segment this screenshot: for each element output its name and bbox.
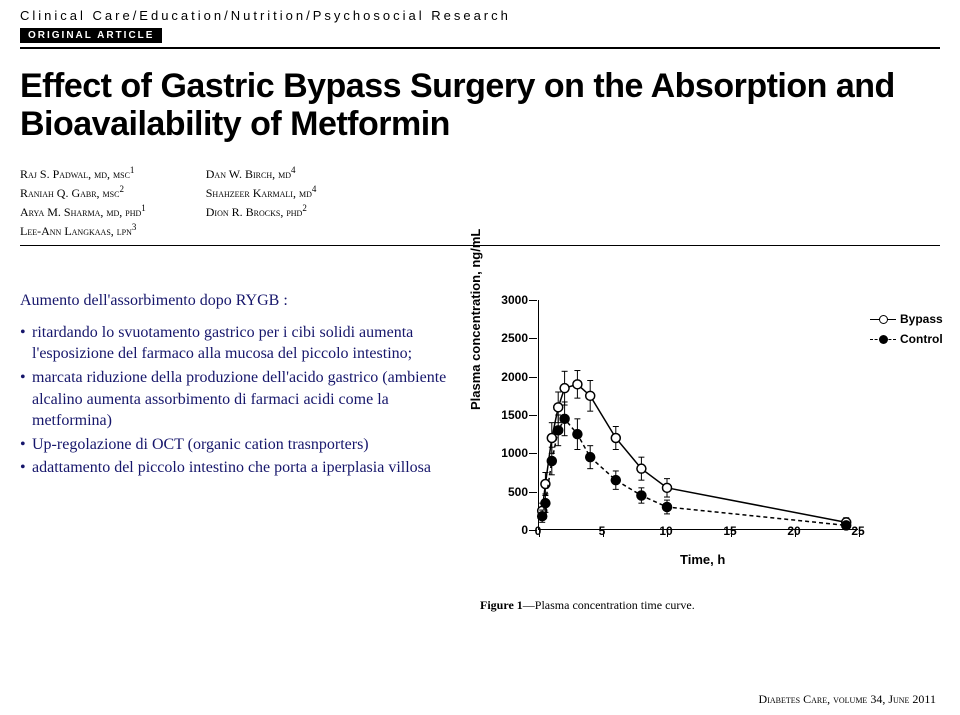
notes-item: Up-regolazione di OCT (organic cation tr… (20, 434, 460, 456)
xtick-label: 5 (587, 524, 617, 538)
figure-caption: Figure 1—Plasma concentration time curve… (480, 598, 940, 613)
xtick-label: 25 (843, 524, 873, 538)
ytick-label: 1500 (488, 408, 528, 422)
author: Lee-Ann Langkaas, lpn3 (20, 222, 146, 239)
legend-control: Control (870, 332, 943, 346)
xtick-label: 15 (715, 524, 745, 538)
figure-caption-text: —Plasma concentration time curve. (523, 598, 695, 612)
chart-xlabel: Time, h (680, 552, 725, 567)
legend-label: Control (900, 332, 943, 346)
article-title: Effect of Gastric Bypass Surgery on the … (20, 67, 940, 143)
author: Shahzeer Karmali, md4 (206, 184, 317, 201)
ytick-label: 1000 (488, 446, 528, 460)
ytick-label: 0 (488, 523, 528, 537)
concentration-chart: Plasma concentration, ng/mL Time, h Bypa… (470, 290, 940, 590)
xtick-label: 20 (779, 524, 809, 538)
notes-list: ritardando lo svuotamento gastrico per i… (20, 322, 460, 479)
article-header: Clinical Care/Education/Nutrition/Psycho… (0, 0, 960, 246)
notes-item: adattamento del piccolo intestino che po… (20, 457, 460, 479)
chart-ylabel: Plasma concentration, ng/mL (468, 229, 483, 410)
figure-region: Plasma concentration, ng/mL Time, h Bypa… (470, 290, 940, 613)
author: Raj S. Padwal, md, msc1 (20, 165, 146, 182)
legend-label: Bypass (900, 312, 943, 326)
author: Dion R. Brocks, phd2 (206, 203, 317, 220)
legend-bypass: Bypass (870, 312, 943, 326)
header-rule (20, 47, 940, 49)
author: Arya M. Sharma, md, phd1 (20, 203, 146, 220)
ytick-label: 3000 (488, 293, 528, 307)
notes-heading: Aumento dell'assorbimento dopo RYGB : (20, 290, 460, 312)
author: Dan W. Birch, md4 (206, 165, 317, 182)
ytick-label: 2500 (488, 331, 528, 345)
section-label: Clinical Care/Education/Nutrition/Psycho… (20, 8, 940, 23)
ytick-label: 2000 (488, 370, 528, 384)
authors-col-2: Dan W. Birch, md4 Shahzeer Karmali, md4 Di… (206, 165, 317, 239)
journal-footer: Diabetes Care, volume 34, June 2011 (759, 692, 936, 707)
notes-item: ritardando lo svuotamento gastrico per i… (20, 322, 460, 365)
chart-legend: Bypass Control (870, 312, 943, 352)
legend-line-icon (870, 339, 896, 340)
xtick-label: 0 (523, 524, 553, 538)
notes-item: marcata riduzione della produzione dell'… (20, 367, 460, 432)
annotation-notes: Aumento dell'assorbimento dopo RYGB : ri… (20, 290, 460, 613)
article-type-badge: ORIGINAL ARTICLE (20, 28, 162, 43)
plot-area (538, 300, 858, 530)
xtick-label: 10 (651, 524, 681, 538)
ytick-label: 500 (488, 485, 528, 499)
authors-col-1: Raj S. Padwal, md, msc1 Raniah Q. Gabr, m… (20, 165, 146, 239)
author: Raniah Q. Gabr, msc2 (20, 184, 146, 201)
legend-line-icon (870, 319, 896, 320)
figure-caption-bold: Figure 1 (480, 598, 523, 612)
